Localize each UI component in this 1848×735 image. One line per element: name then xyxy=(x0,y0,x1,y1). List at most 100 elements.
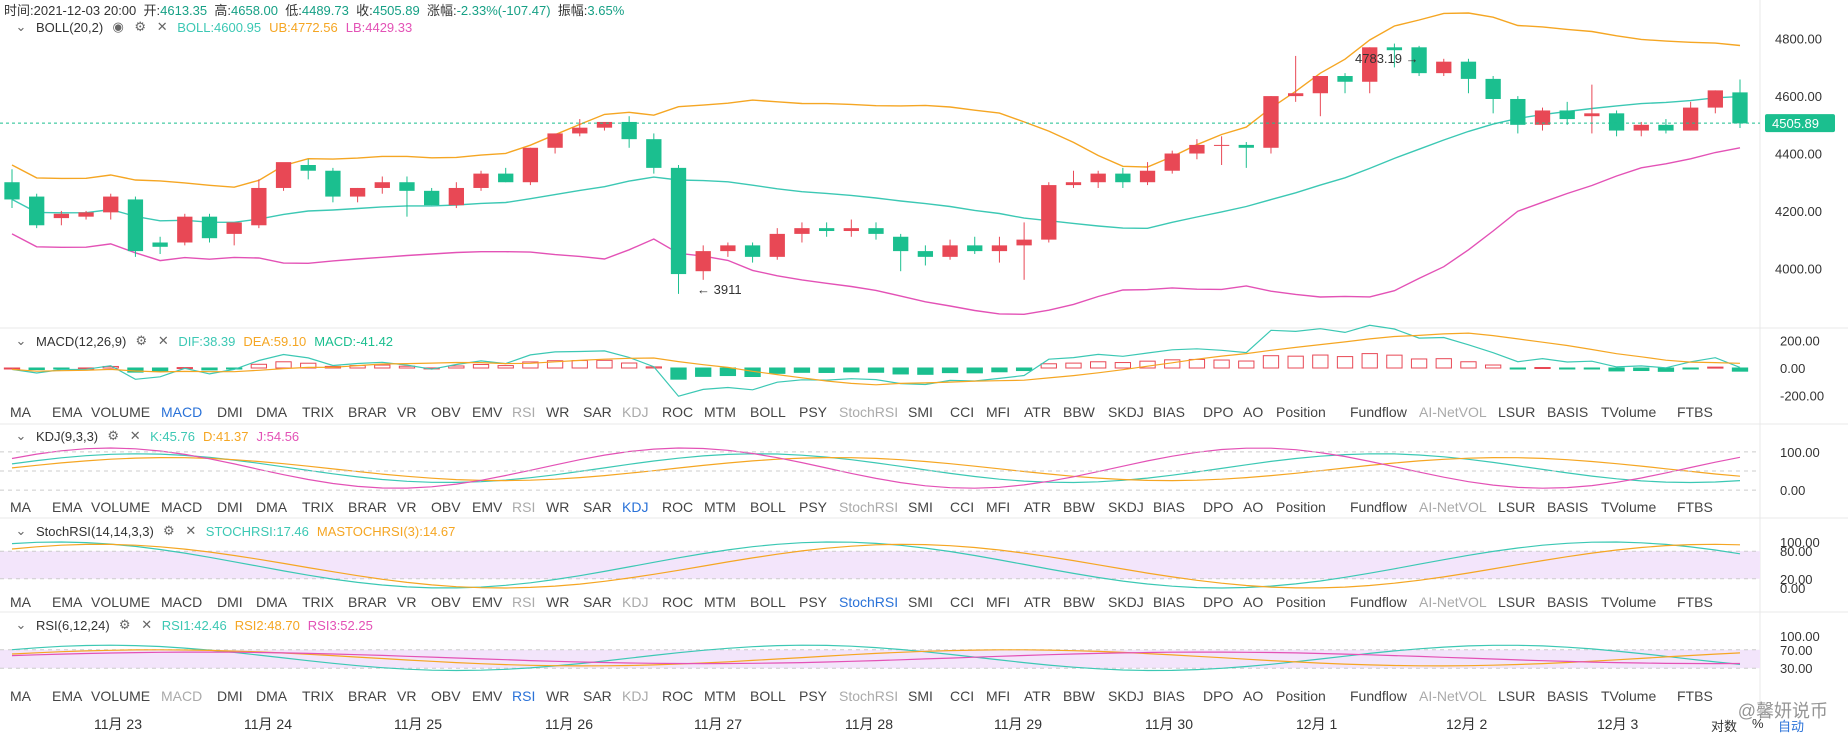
indicator-tab-bbw[interactable]: BBW xyxy=(1063,594,1095,610)
indicator-tab-rsi[interactable]: RSI xyxy=(512,499,536,515)
indicator-tab-volume[interactable]: VOLUME xyxy=(91,688,151,704)
indicator-tab-atr[interactable]: ATR xyxy=(1024,404,1051,420)
indicator-tab-rsi[interactable]: RSI xyxy=(512,688,536,704)
indicator-tab-bbw[interactable]: BBW xyxy=(1063,499,1095,515)
indicator-tab-mtm[interactable]: MTM xyxy=(704,499,736,515)
indicator-tab-fundflow[interactable]: Fundflow xyxy=(1350,688,1407,704)
indicator-tab-kdj[interactable]: KDJ xyxy=(622,499,649,515)
indicator-tab-cci[interactable]: CCI xyxy=(950,594,975,610)
indicator-tab-sar[interactable]: SAR xyxy=(583,404,612,420)
indicator-tab-ao[interactable]: AO xyxy=(1243,594,1264,610)
indicator-tab-dpo[interactable]: DPO xyxy=(1203,499,1234,515)
indicator-tab-position[interactable]: Position xyxy=(1276,499,1326,515)
indicator-tab-mtm[interactable]: MTM xyxy=(704,594,736,610)
indicator-tab-emv[interactable]: EMV xyxy=(472,499,503,515)
indicator-tab-emv[interactable]: EMV xyxy=(472,404,503,420)
indicator-tab-skdj[interactable]: SKDJ xyxy=(1108,404,1144,420)
indicator-tab-tvolume[interactable]: TVolume xyxy=(1601,499,1657,515)
indicator-tab-psy[interactable]: PSY xyxy=(799,404,828,420)
indicator-tab-volume[interactable]: VOLUME xyxy=(91,594,151,610)
indicator-tab-bbw[interactable]: BBW xyxy=(1063,404,1095,420)
indicator-tab-ema[interactable]: EMA xyxy=(52,594,83,610)
indicator-tab-dma[interactable]: DMA xyxy=(256,594,288,610)
indicator-tab-boll[interactable]: BOLL xyxy=(750,688,786,704)
indicator-tab-skdj[interactable]: SKDJ xyxy=(1108,594,1144,610)
collapse-icon[interactable]: ⌄ xyxy=(15,617,27,632)
indicator-tab-smi[interactable]: SMI xyxy=(908,499,933,515)
indicator-tab-dmi[interactable]: DMI xyxy=(217,594,243,610)
indicator-tab-smi[interactable]: SMI xyxy=(908,404,933,420)
collapse-icon[interactable]: ⌄ xyxy=(15,19,27,34)
indicator-tab-rsi[interactable]: RSI xyxy=(512,594,536,610)
indicator-tab-smi[interactable]: SMI xyxy=(908,688,933,704)
indicator-tab-ai-netvol[interactable]: AI-NetVOL xyxy=(1419,688,1487,704)
indicator-tab-roc[interactable]: ROC xyxy=(662,499,694,515)
settings-icon[interactable]: ⚙ xyxy=(162,523,175,538)
indicator-tab-bias[interactable]: BIAS xyxy=(1153,499,1185,515)
indicator-tab-skdj[interactable]: SKDJ xyxy=(1108,499,1144,515)
indicator-tab-brar[interactable]: BRAR xyxy=(348,499,387,515)
settings-icon[interactable]: ⚙ xyxy=(134,19,147,34)
indicator-tab-fundflow[interactable]: Fundflow xyxy=(1350,594,1407,610)
indicator-tab-stochrsi[interactable]: StochRSI xyxy=(839,499,899,515)
close-icon[interactable]: ✕ xyxy=(141,617,153,632)
indicator-tab-vr[interactable]: VR xyxy=(397,688,417,704)
indicator-tab-bias[interactable]: BIAS xyxy=(1153,594,1185,610)
indicator-tab-ao[interactable]: AO xyxy=(1243,688,1264,704)
indicator-tab-vr[interactable]: VR xyxy=(397,404,417,420)
indicator-tab-psy[interactable]: PSY xyxy=(799,499,828,515)
indicator-tab-boll[interactable]: BOLL xyxy=(750,404,786,420)
indicator-tab-dma[interactable]: DMA xyxy=(256,404,288,420)
indicator-tab-mfi[interactable]: MFI xyxy=(986,594,1011,610)
percent-toggle[interactable]: % xyxy=(1752,716,1764,731)
indicator-tab-sar[interactable]: SAR xyxy=(583,688,612,704)
indicator-tab-smi[interactable]: SMI xyxy=(908,594,933,610)
indicator-tab-trix[interactable]: TRIX xyxy=(302,499,334,515)
indicator-tab-kdj[interactable]: KDJ xyxy=(622,688,649,704)
indicator-tab-kdj[interactable]: KDJ xyxy=(622,404,649,420)
indicator-tab-ai-netvol[interactable]: AI-NetVOL xyxy=(1419,594,1487,610)
indicator-tab-lsur[interactable]: LSUR xyxy=(1498,594,1536,610)
indicator-tab-bias[interactable]: BIAS xyxy=(1153,688,1185,704)
collapse-icon[interactable]: ⌄ xyxy=(15,333,27,348)
indicator-tab-skdj[interactable]: SKDJ xyxy=(1108,688,1144,704)
indicator-tab-lsur[interactable]: LSUR xyxy=(1498,688,1536,704)
close-icon[interactable]: ✕ xyxy=(156,19,168,34)
indicator-tab-volume[interactable]: VOLUME xyxy=(91,404,151,420)
indicator-tab-stochrsi[interactable]: StochRSI xyxy=(839,688,899,704)
eye-icon[interactable]: ◉ xyxy=(112,19,124,34)
indicator-tab-cci[interactable]: CCI xyxy=(950,688,975,704)
indicator-tab-lsur[interactable]: LSUR xyxy=(1498,499,1536,515)
indicator-tab-ai-netvol[interactable]: AI-NetVOL xyxy=(1419,499,1487,515)
indicator-tab-ema[interactable]: EMA xyxy=(52,499,83,515)
collapse-icon[interactable]: ⌄ xyxy=(15,523,27,538)
indicator-tab-mfi[interactable]: MFI xyxy=(986,499,1011,515)
indicator-tab-fundflow[interactable]: Fundflow xyxy=(1350,499,1407,515)
indicator-tab-macd[interactable]: MACD xyxy=(161,594,203,610)
indicator-tab-wr[interactable]: WR xyxy=(546,499,570,515)
indicator-tab-brar[interactable]: BRAR xyxy=(348,688,387,704)
indicator-tab-position[interactable]: Position xyxy=(1276,688,1326,704)
indicator-tab-tvolume[interactable]: TVolume xyxy=(1601,594,1657,610)
close-icon[interactable]: ✕ xyxy=(185,523,197,538)
indicator-tab-ema[interactable]: EMA xyxy=(52,404,83,420)
indicator-tab-roc[interactable]: ROC xyxy=(662,688,694,704)
indicator-tab-cci[interactable]: CCI xyxy=(950,499,975,515)
indicator-tab-volume[interactable]: VOLUME xyxy=(91,499,151,515)
indicator-tab-sar[interactable]: SAR xyxy=(583,499,612,515)
indicator-tab-ao[interactable]: AO xyxy=(1243,404,1264,420)
indicator-tab-ftbs[interactable]: FTBS xyxy=(1677,404,1713,420)
indicator-tab-ema[interactable]: EMA xyxy=(52,688,83,704)
indicator-tab-stochrsi[interactable]: StochRSI xyxy=(839,594,899,610)
indicator-tab-macd[interactable]: MACD xyxy=(161,404,203,420)
indicator-tab-dmi[interactable]: DMI xyxy=(217,688,243,704)
indicator-tab-obv[interactable]: OBV xyxy=(431,404,461,420)
indicator-tab-position[interactable]: Position xyxy=(1276,404,1326,420)
indicator-tab-trix[interactable]: TRIX xyxy=(302,594,334,610)
indicator-tab-basis[interactable]: BASIS xyxy=(1547,594,1589,610)
close-icon[interactable]: ✕ xyxy=(129,428,141,443)
indicator-tab-ma[interactable]: MA xyxy=(10,499,31,515)
indicator-tab-wr[interactable]: WR xyxy=(546,688,570,704)
indicator-tab-ai-netvol[interactable]: AI-NetVOL xyxy=(1419,404,1487,420)
indicator-tab-vr[interactable]: VR xyxy=(397,594,417,610)
